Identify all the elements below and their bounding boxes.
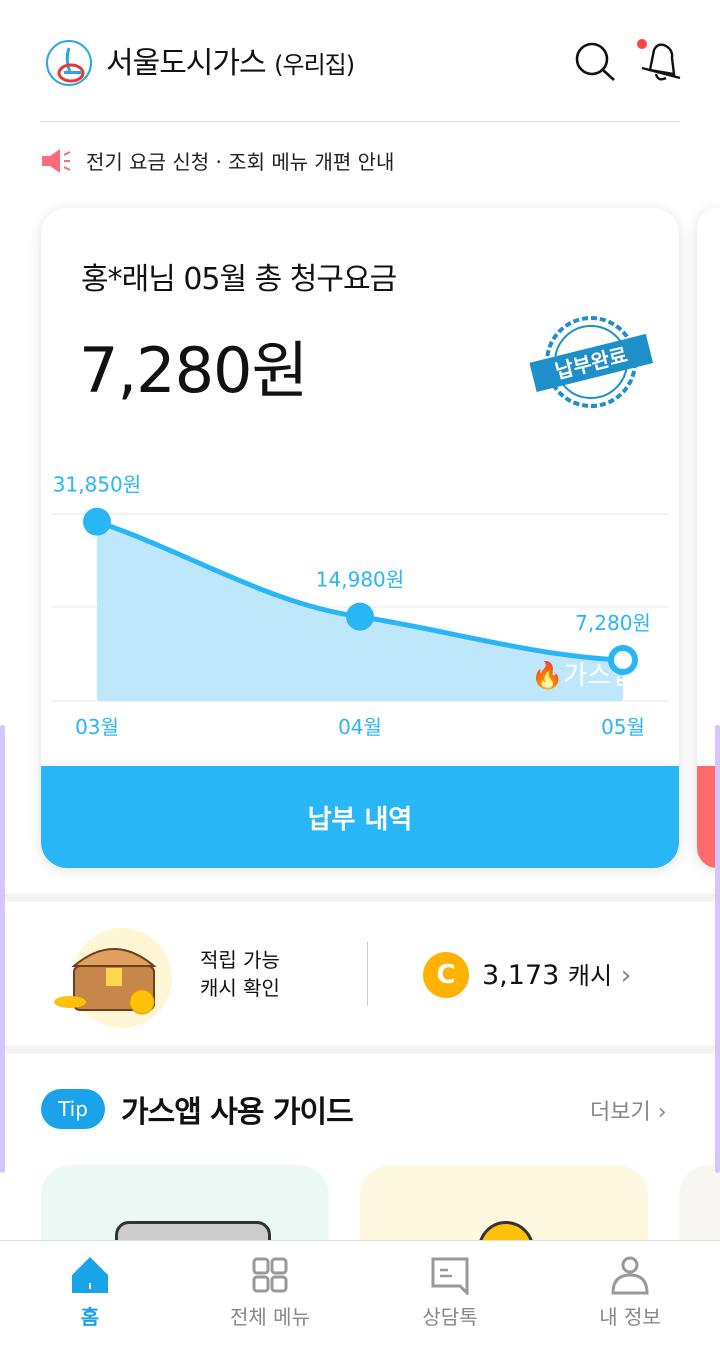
section-separator	[0, 894, 720, 902]
megaphone-icon	[42, 148, 71, 173]
nav-chat[interactable]: 상담톡	[360, 1255, 540, 1330]
nav-home[interactable]: 홈	[0, 1255, 180, 1330]
treasure-chest-icon	[54, 928, 172, 1028]
grid-icon	[252, 1257, 288, 1293]
guide-title: 가스앱 사용 가이드	[121, 1095, 354, 1130]
next-card-peek[interactable]	[697, 208, 720, 868]
payment-history-button[interactable]: 납부 내역	[41, 766, 679, 868]
cash-amount[interactable]: 3,173 캐시 ›	[482, 960, 632, 991]
bell-icon[interactable]	[636, 36, 684, 84]
notice-banner[interactable]: 전기 요금 신청 · 조회 메뉴 개편 안내	[40, 146, 394, 175]
x-tick-label: 04월	[338, 715, 382, 739]
scroll-edge	[715, 725, 720, 1173]
divider	[367, 942, 368, 1006]
scroll-edge	[0, 725, 5, 1173]
bill-card: 홍*래님 05월 총 청구요금 7,280원 납부완료 🔥가스앱 31,850원…	[41, 208, 679, 868]
nav-my-info[interactable]: 내 정보	[540, 1255, 720, 1330]
header: 서울도시가스 (우리집)	[0, 0, 720, 122]
chat-icon	[431, 1257, 469, 1295]
bill-subtitle: 홍*래님 05월 총 청구요금	[81, 262, 397, 297]
data-label: 14,980원	[316, 568, 404, 592]
x-tick-label: 03월	[75, 715, 119, 739]
data-label: 7,280원	[575, 611, 651, 635]
x-tick-label: 05월	[601, 715, 645, 739]
coin-icon: C	[423, 952, 469, 998]
notice-text: 전기 요금 신청 · 조회 메뉴 개편 안내	[86, 150, 395, 174]
user-icon	[611, 1256, 649, 1295]
more-link[interactable]: 더보기 ›	[590, 1100, 667, 1125]
nav-all-menu[interactable]: 전체 메뉴	[180, 1255, 360, 1330]
divider	[40, 121, 680, 122]
cash-label: 적립 가능 캐시 확인	[200, 948, 280, 1000]
home-icon	[72, 1257, 108, 1293]
data-label: 31,850원	[53, 473, 141, 497]
app-logo	[46, 40, 92, 86]
app-title: 서울도시가스 (우리집)	[106, 46, 355, 81]
section-separator	[0, 1046, 720, 1054]
paid-stamp: 납부완료	[529, 316, 653, 408]
bill-amount: 7,280원	[79, 334, 309, 407]
search-icon[interactable]	[572, 40, 618, 84]
cash-section[interactable]: 적립 가능 캐시 확인	[0, 906, 720, 1046]
bottom-nav: 홈 전체 메뉴 상담톡 내 정보	[0, 1240, 720, 1345]
chart-point	[346, 602, 374, 631]
chart-area	[97, 521, 623, 701]
chart-point	[83, 507, 111, 536]
chart-point	[608, 645, 638, 676]
tip-badge: Tip	[41, 1089, 105, 1129]
